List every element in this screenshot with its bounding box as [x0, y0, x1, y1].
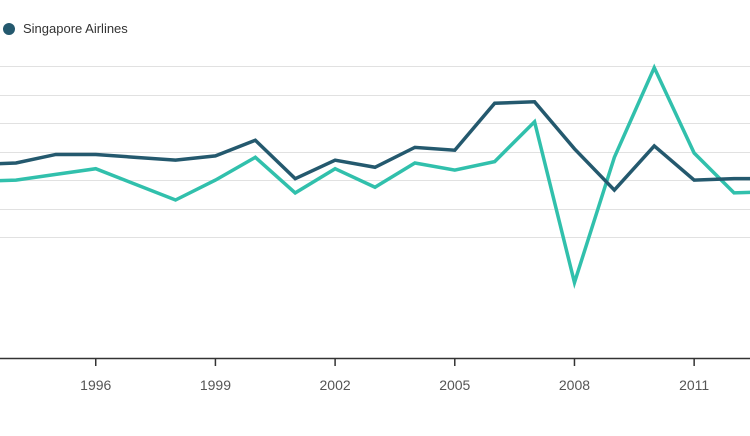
- x-tick-label: 2002: [320, 377, 351, 393]
- x-tick-label: 2008: [559, 377, 590, 393]
- x-tick-label: 1999: [200, 377, 231, 393]
- x-tick-label: 2011: [679, 377, 709, 393]
- series-line-2: [0, 63, 750, 289]
- series-line-singapore-airlines: [0, 100, 750, 193]
- x-tick-label: 1996: [80, 377, 111, 393]
- x-axis-ticks: 1996 1999 2002 2005 2008 2011: [80, 358, 709, 393]
- legend-label-singapore-airlines: Singapore Airlines: [23, 21, 128, 36]
- series-lines: [0, 63, 750, 289]
- legend: Singapore Airlines: [3, 21, 128, 36]
- gridlines: [0, 66, 750, 238]
- x-tick-label: 2005: [439, 377, 470, 393]
- legend-dot-singapore-airlines: [3, 22, 15, 35]
